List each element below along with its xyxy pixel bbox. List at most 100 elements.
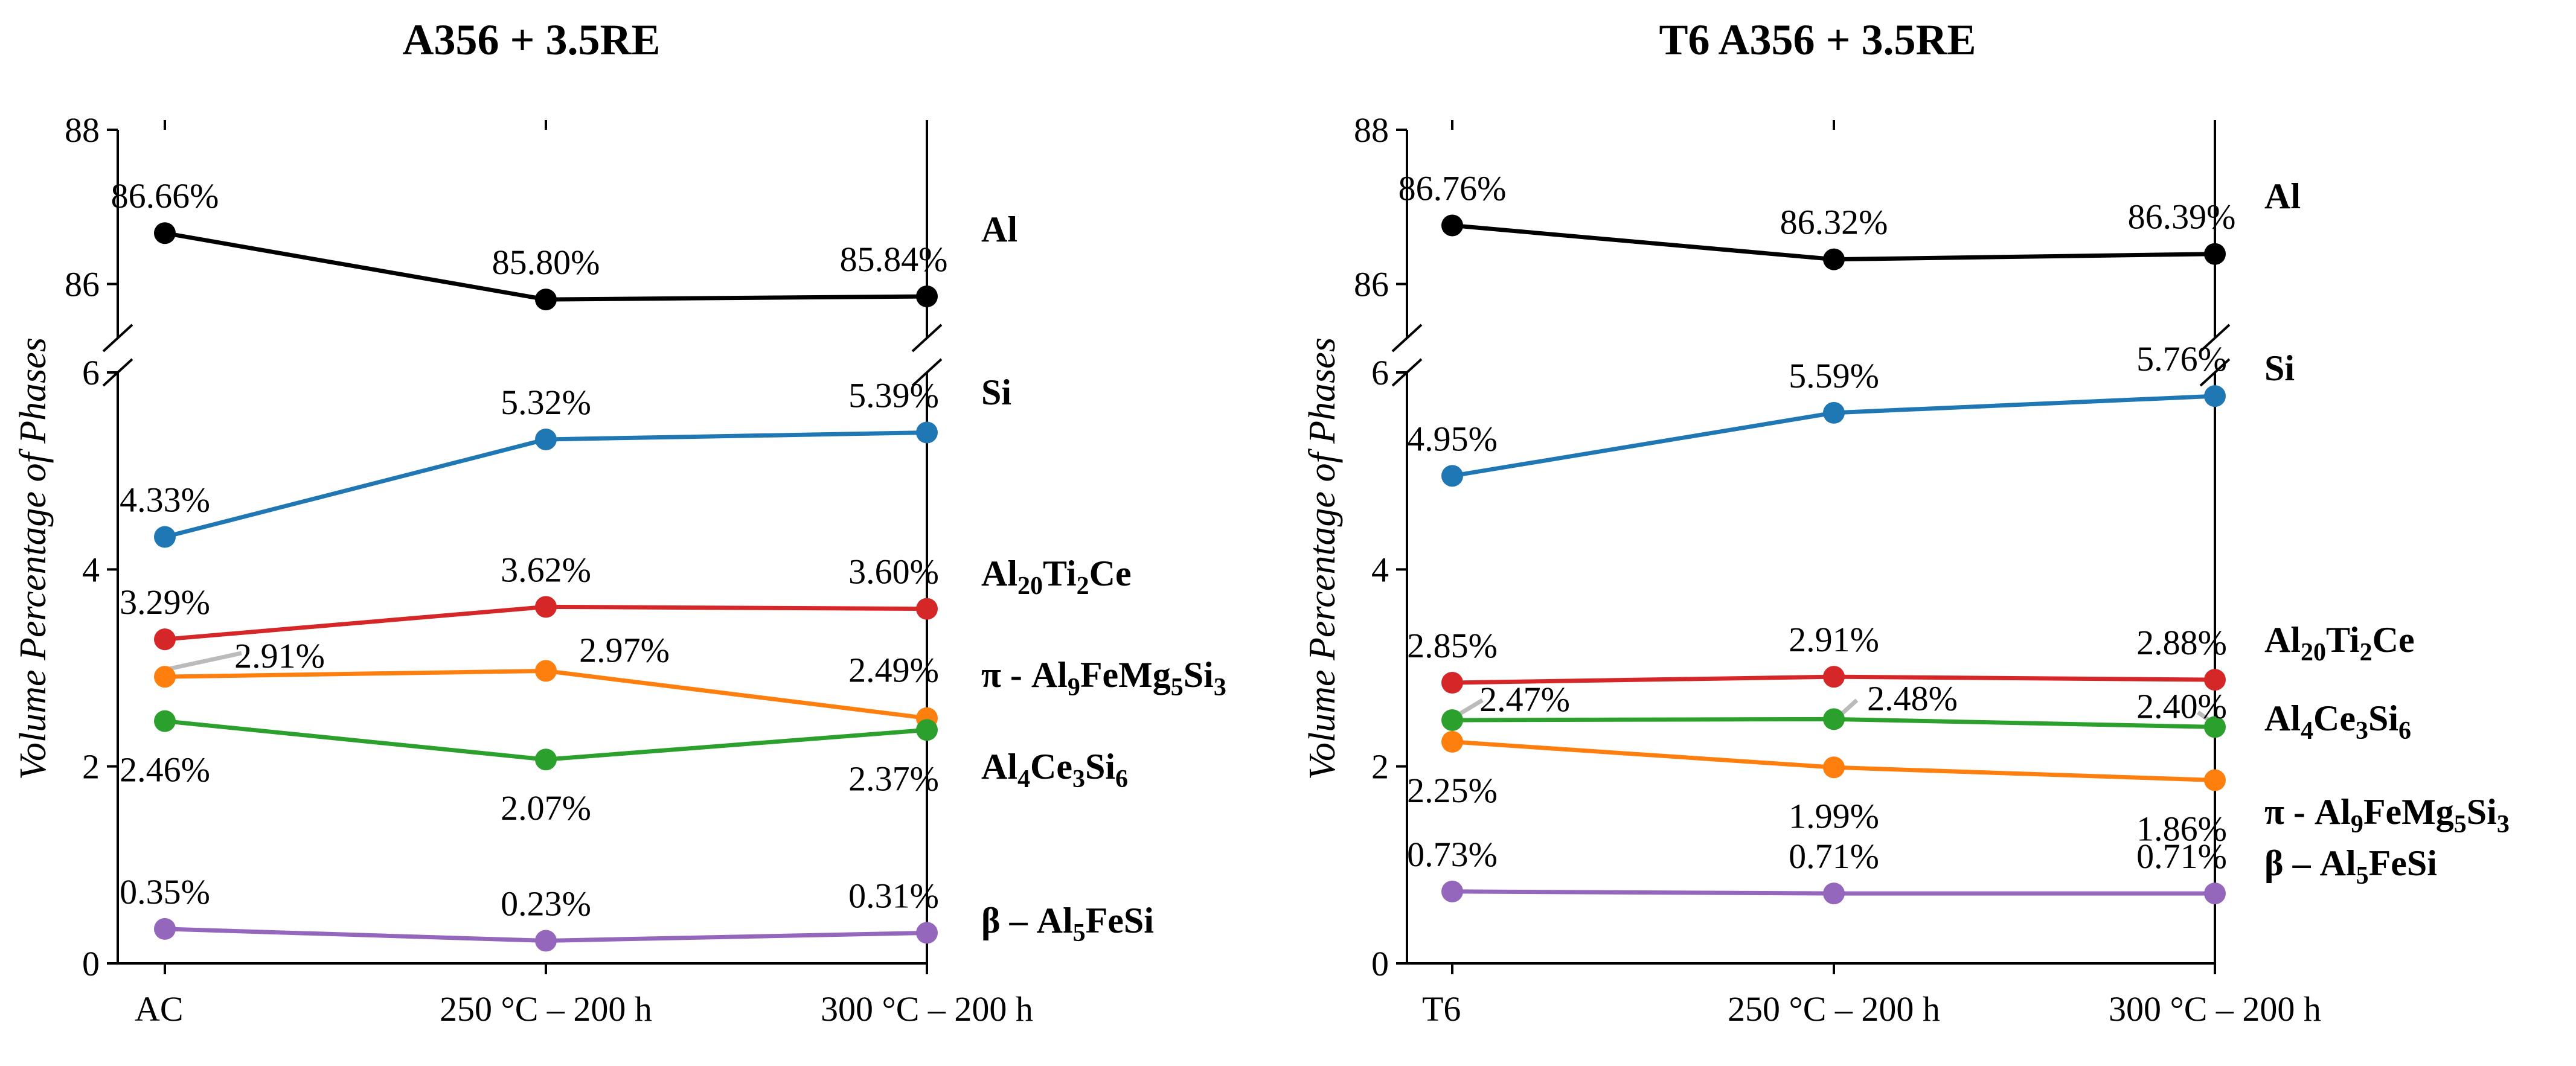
data-point-Al20Ti2Ce bbox=[2204, 669, 2226, 691]
data-point-Al20Ti2Ce bbox=[535, 596, 557, 618]
y-tick-label: 88 bbox=[65, 110, 100, 150]
axis-break-mark bbox=[1391, 324, 1423, 353]
x-tick-label: 300 °C – 200 h bbox=[821, 989, 1033, 1029]
data-point-Si bbox=[1441, 465, 1463, 487]
data-label: 0.73% bbox=[1407, 835, 1498, 874]
data-label: 3.60% bbox=[848, 552, 939, 592]
series-label-Al4Ce3Si6: Al4Ce3Si6 bbox=[2264, 698, 2411, 745]
x-tick-label: 300 °C – 200 h bbox=[2109, 989, 2321, 1029]
axis-break-mark bbox=[911, 324, 943, 353]
series-label-beta-Al5FeSi: β – Al5FeSi bbox=[981, 901, 1154, 947]
axis-break-mark bbox=[2199, 358, 2231, 387]
y-axis-label: Volume Percentage of Phases bbox=[13, 337, 54, 780]
data-point-Al4Ce3Si6 bbox=[1441, 709, 1463, 731]
data-point-Al4Ce3Si6 bbox=[154, 710, 176, 732]
data-point-beta-Al5FeSi bbox=[2204, 882, 2226, 905]
data-point-beta-Al5FeSi bbox=[154, 918, 176, 940]
chart-panel-2: T6 A356 + 3.5RE Volume Percentage of Phas… bbox=[1302, 16, 2510, 1029]
data-label: 0.31% bbox=[848, 876, 939, 915]
series-label-Al: Al bbox=[981, 209, 1017, 249]
series-label-pi-Al9FeMg5Si3: π - Al9FeMg5Si3 bbox=[2264, 792, 2510, 838]
data-label: 2.91% bbox=[234, 636, 325, 675]
axis-break-mark bbox=[2199, 324, 2231, 353]
data-label: 85.84% bbox=[840, 240, 948, 279]
data-point-Al bbox=[154, 222, 176, 244]
data-label: 3.62% bbox=[501, 550, 591, 589]
chart-title: T6 A356 + 3.5RE bbox=[1659, 16, 1976, 64]
data-label: 2.88% bbox=[2136, 623, 2227, 662]
data-label: 2.85% bbox=[1407, 626, 1498, 665]
data-label: 4.95% bbox=[1407, 419, 1498, 458]
data-point-Al bbox=[1823, 248, 1845, 270]
data-label: 2.25% bbox=[1407, 771, 1498, 810]
data-point-beta-Al5FeSi bbox=[916, 922, 938, 944]
data-point-pi-Al9FeMg5Si3 bbox=[535, 660, 557, 682]
y-tick-label: 2 bbox=[1371, 747, 1389, 787]
data-label: 2.37% bbox=[848, 759, 939, 798]
data-point-Al20Ti2Ce bbox=[1441, 671, 1463, 694]
data-point-Al4Ce3Si6 bbox=[535, 748, 557, 771]
data-label: 2.40% bbox=[2136, 686, 2227, 726]
x-tick-label: 250 °C – 200 h bbox=[1728, 989, 1940, 1029]
data-label: 5.32% bbox=[501, 383, 591, 422]
data-label: 2.97% bbox=[579, 630, 670, 669]
y-tick-label: 88 bbox=[1354, 110, 1389, 150]
series-label-beta-Al5FeSi: β – Al5FeSi bbox=[2264, 843, 2437, 890]
data-point-Al20Ti2Ce bbox=[1823, 666, 1845, 688]
y-tick-label: 86 bbox=[1354, 265, 1389, 304]
data-label: 86.39% bbox=[2128, 197, 2236, 237]
data-point-pi-Al9FeMg5Si3 bbox=[154, 666, 176, 688]
series-label-Al4Ce3Si6: Al4Ce3Si6 bbox=[981, 747, 1128, 793]
data-point-pi-Al9FeMg5Si3 bbox=[2204, 769, 2226, 791]
data-point-Al4Ce3Si6 bbox=[2204, 716, 2226, 738]
x-tick-label: AC bbox=[135, 989, 184, 1029]
data-label: 2.48% bbox=[1867, 678, 1958, 718]
data-label: 2.07% bbox=[501, 788, 591, 828]
series-label-Al20Ti2Ce: Al20Ti2Ce bbox=[981, 554, 1132, 600]
data-label: 2.47% bbox=[1479, 680, 1570, 719]
data-point-pi-Al9FeMg5Si3 bbox=[1441, 730, 1463, 753]
data-point-Al4Ce3Si6 bbox=[1823, 708, 1845, 730]
y-tick-label: 6 bbox=[1371, 353, 1389, 392]
data-label: 86.76% bbox=[1399, 168, 1507, 208]
data-label: 0.71% bbox=[2136, 837, 2227, 876]
y-tick-label: 6 bbox=[82, 353, 100, 392]
chart-panel-1: A356 + 3.5RE Volume Percentage of Phases 8… bbox=[13, 16, 1226, 1029]
y-tick-label: 4 bbox=[1371, 550, 1389, 589]
data-label: 86.32% bbox=[1780, 203, 1888, 242]
data-label: 85.80% bbox=[492, 243, 600, 282]
data-label: 2.49% bbox=[848, 651, 939, 690]
data-point-Al20Ti2Ce bbox=[154, 628, 176, 651]
data-point-Al bbox=[535, 289, 557, 311]
data-point-Si bbox=[1823, 401, 1845, 424]
chart-title: A356 + 3.5RE bbox=[402, 16, 660, 64]
axis-break-mark bbox=[911, 358, 943, 387]
data-point-beta-Al5FeSi bbox=[1441, 880, 1463, 902]
data-point-Al20Ti2Ce bbox=[916, 598, 938, 620]
data-label: 86.66% bbox=[111, 176, 219, 215]
series-label-Si: Si bbox=[981, 372, 1011, 412]
data-label: 4.33% bbox=[120, 480, 210, 519]
y-axis-label: Volume Percentage of Phases bbox=[1302, 337, 1343, 780]
x-tick-label: T6 bbox=[1422, 989, 1461, 1029]
y-tick-label: 2 bbox=[82, 747, 100, 787]
data-point-Si bbox=[2204, 385, 2226, 407]
data-point-Al bbox=[1441, 214, 1463, 237]
data-label: 5.39% bbox=[848, 376, 939, 415]
series-label-Al: Al bbox=[2264, 176, 2301, 216]
data-point-pi-Al9FeMg5Si3 bbox=[1823, 756, 1845, 779]
data-point-Si bbox=[154, 526, 176, 548]
data-label: 5.59% bbox=[1789, 356, 1879, 395]
data-label: 3.29% bbox=[120, 582, 210, 622]
data-label: 1.86% bbox=[2136, 809, 2227, 849]
data-label: 0.71% bbox=[1789, 837, 1879, 876]
data-point-Al bbox=[916, 286, 938, 307]
axis-break-mark bbox=[102, 324, 133, 353]
data-label: 2.46% bbox=[120, 750, 210, 790]
data-label: 5.76% bbox=[2136, 339, 2227, 378]
x-tick-label: 250 °C – 200 h bbox=[440, 989, 652, 1029]
y-tick-label: 0 bbox=[82, 944, 100, 983]
y-tick-label: 0 bbox=[1371, 944, 1389, 983]
data-point-Al4Ce3Si6 bbox=[916, 719, 938, 741]
